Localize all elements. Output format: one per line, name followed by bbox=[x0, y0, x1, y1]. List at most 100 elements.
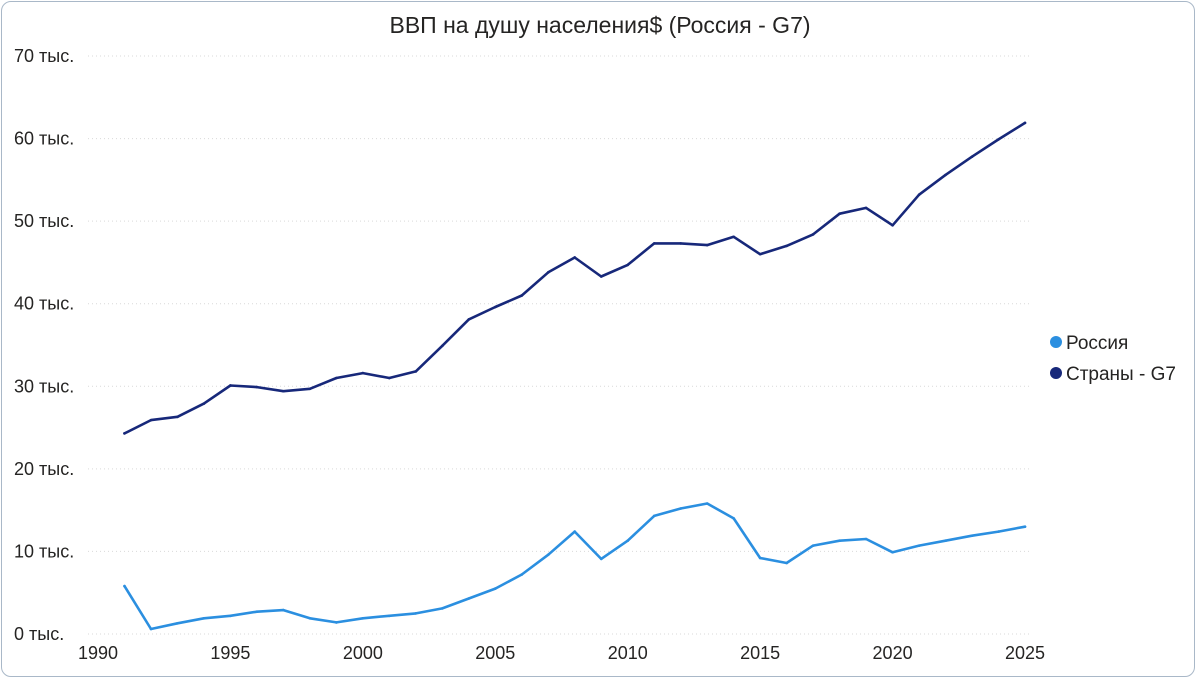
data-point bbox=[811, 544, 815, 547]
data-point bbox=[785, 244, 788, 248]
data-point bbox=[652, 514, 656, 518]
data-point bbox=[335, 621, 338, 624]
data-point bbox=[891, 550, 894, 554]
data-point bbox=[626, 263, 630, 267]
data-point bbox=[838, 539, 841, 542]
legend-marker bbox=[1050, 336, 1062, 348]
series-lines bbox=[123, 121, 1027, 631]
data-point bbox=[599, 557, 603, 561]
data-point bbox=[573, 530, 577, 533]
data-point bbox=[705, 243, 709, 247]
x-tick-label: 1995 bbox=[210, 643, 250, 663]
y-tick-label: 20 тыс. bbox=[14, 459, 74, 479]
series-line-1 bbox=[123, 121, 1027, 435]
data-point bbox=[811, 233, 815, 236]
legend[interactable]: Россия Страны - G7 bbox=[1050, 333, 1176, 385]
data-point bbox=[546, 271, 550, 274]
x-tick-label: 2020 bbox=[873, 643, 913, 663]
legend-label: Россия bbox=[1066, 333, 1128, 354]
data-point bbox=[176, 621, 179, 625]
data-point bbox=[997, 138, 1000, 141]
data-point bbox=[970, 155, 974, 159]
data-point bbox=[599, 275, 603, 278]
data-point bbox=[202, 617, 206, 620]
data-point bbox=[705, 502, 709, 505]
y-tick-label: 60 тыс. bbox=[14, 129, 74, 149]
data-point bbox=[679, 242, 682, 245]
y-tick-label: 70 тыс. bbox=[14, 46, 74, 66]
data-point bbox=[388, 614, 391, 618]
data-point bbox=[520, 294, 524, 297]
data-point bbox=[282, 389, 285, 393]
data-point bbox=[149, 418, 153, 422]
y-tick-label: 50 тыс. bbox=[14, 211, 74, 231]
x-tick-label: 2025 bbox=[1005, 643, 1045, 663]
data-point bbox=[493, 305, 497, 309]
data-point bbox=[785, 561, 788, 565]
data-point bbox=[441, 607, 444, 610]
data-point bbox=[202, 402, 206, 405]
data-point bbox=[944, 173, 947, 177]
data-point bbox=[308, 387, 312, 391]
series-line-0 bbox=[123, 502, 1027, 631]
y-axis-ticks: 0 тыс. 10 тыс. 20 тыс. 30 тыс. 40 тыс. 50 тыс… bbox=[14, 46, 74, 644]
data-point bbox=[732, 517, 735, 520]
data-point bbox=[308, 617, 312, 620]
data-point bbox=[441, 344, 444, 348]
data-point bbox=[652, 242, 656, 245]
gridlines bbox=[88, 55, 1030, 635]
data-point bbox=[388, 376, 391, 380]
data-point bbox=[255, 610, 259, 614]
data-point bbox=[917, 193, 921, 197]
data-point bbox=[1023, 121, 1027, 125]
legend-label: Страны - G7 bbox=[1066, 364, 1176, 385]
data-point bbox=[361, 371, 365, 375]
data-point bbox=[917, 544, 921, 547]
data-point bbox=[123, 584, 126, 588]
y-tick-label: 40 тыс. bbox=[14, 294, 74, 314]
data-point bbox=[546, 553, 550, 557]
data-point bbox=[944, 539, 947, 542]
legend-marker bbox=[1050, 367, 1062, 379]
x-tick-label: 1990 bbox=[78, 643, 118, 663]
data-point bbox=[838, 212, 841, 216]
data-point bbox=[361, 617, 365, 620]
x-tick-label: 2010 bbox=[608, 643, 648, 663]
data-point bbox=[679, 507, 682, 510]
data-point bbox=[335, 376, 338, 380]
data-point bbox=[864, 206, 868, 210]
data-point bbox=[149, 627, 153, 631]
x-axis-ticks: 1990 1995 2000 2005 2010 2015 2020 2025 bbox=[78, 643, 1045, 663]
x-tick-label: 2000 bbox=[343, 643, 383, 663]
data-point bbox=[758, 252, 762, 256]
data-point bbox=[573, 256, 577, 259]
data-point bbox=[229, 614, 232, 618]
data-point bbox=[493, 587, 497, 590]
data-point bbox=[626, 539, 630, 542]
data-point bbox=[732, 235, 735, 239]
y-tick-label: 10 тыс. bbox=[14, 541, 74, 561]
data-point bbox=[414, 612, 418, 615]
data-point bbox=[891, 223, 894, 227]
data-point bbox=[229, 384, 232, 387]
data-point bbox=[467, 318, 471, 321]
data-point bbox=[1023, 525, 1027, 528]
data-point bbox=[520, 573, 524, 576]
data-point bbox=[758, 556, 762, 560]
data-point bbox=[970, 534, 974, 538]
data-point bbox=[176, 415, 179, 419]
data-point bbox=[864, 537, 868, 541]
data-point bbox=[123, 432, 126, 435]
chart-title: ВВП на душу населения$ (Россия - G7) bbox=[389, 12, 811, 38]
data-point bbox=[997, 530, 1000, 533]
x-tick-label: 2015 bbox=[740, 643, 780, 663]
data-point bbox=[255, 385, 259, 389]
y-tick-label: 0 тыс. bbox=[14, 624, 64, 644]
data-point bbox=[414, 370, 418, 373]
data-point bbox=[282, 608, 285, 612]
data-point bbox=[467, 597, 471, 600]
y-tick-label: 30 тыс. bbox=[14, 376, 74, 396]
x-tick-label: 2005 bbox=[475, 643, 515, 663]
